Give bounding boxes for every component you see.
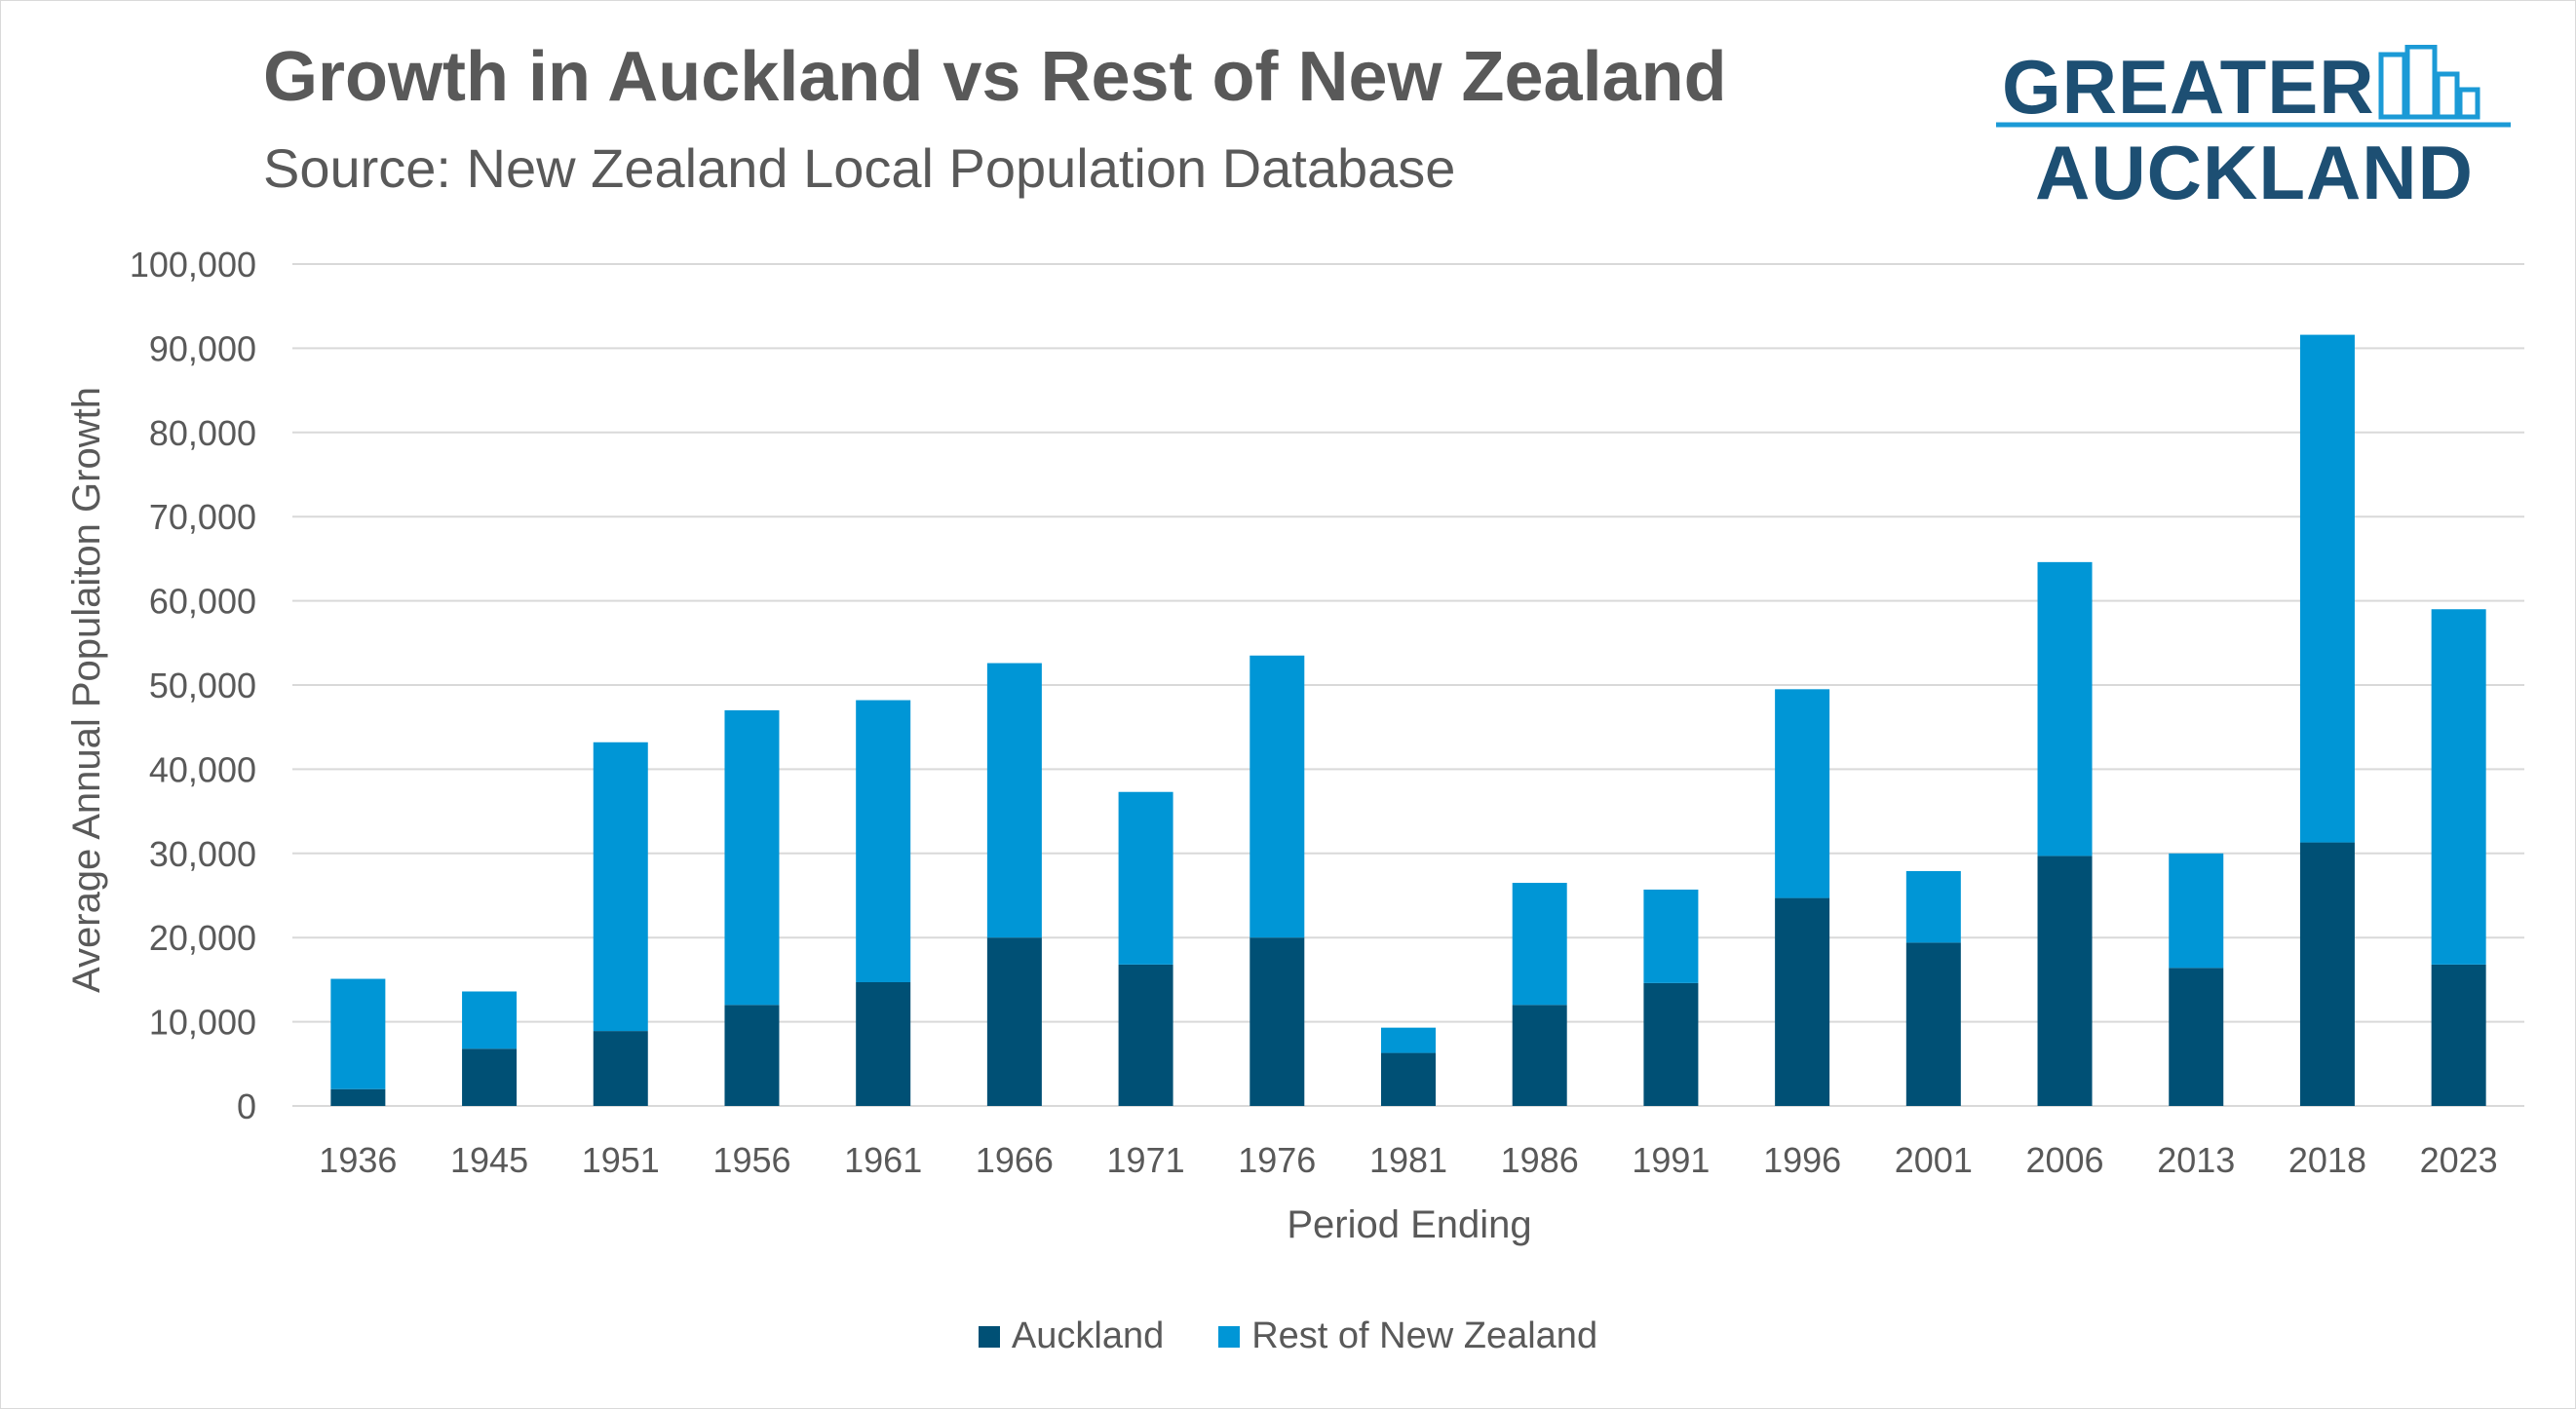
x-tick-label: 1981 [1369, 1140, 1447, 1180]
bar-auckland-1951 [593, 1031, 648, 1106]
bar-auckland-1936 [330, 1088, 386, 1106]
x-tick-label: 1971 [1107, 1140, 1185, 1180]
x-tick-label: 2018 [2288, 1140, 2366, 1180]
bar-rest-1966 [986, 663, 1042, 938]
bar-rest-2013 [2169, 853, 2224, 969]
bar-auckland-1945 [462, 1048, 518, 1106]
x-tick-label: 1976 [1238, 1140, 1316, 1180]
bar-rest-1976 [1250, 655, 1305, 938]
x-tick-label: 2023 [2420, 1140, 2498, 1180]
bar-rest-1945 [462, 991, 518, 1049]
bar-rest-1961 [856, 700, 911, 982]
y-tick-label: 100,000 [130, 245, 256, 285]
legend-label-auckland: Auckland [1011, 1315, 1165, 1356]
y-tick-label: 70,000 [149, 497, 256, 537]
y-tick-label: 0 [237, 1086, 256, 1126]
bar-rest-1971 [1118, 791, 1173, 965]
bar-rest-1951 [593, 742, 648, 1032]
skyline-icon [2378, 45, 2480, 120]
y-axis-label: Average Annual Populaiton Growth [65, 387, 108, 993]
bar-auckland-1961 [856, 981, 911, 1106]
bar-auckland-2018 [2299, 842, 2355, 1106]
legend-swatch-rest [1218, 1325, 1241, 1348]
x-tick-labels: 1936 1945 1951 1956 1961 1966 1971 1976 1981 1986… [319, 1140, 2497, 1180]
bar-auckland-2023 [2431, 964, 2486, 1106]
bar-rest-1991 [1643, 889, 1699, 983]
bar-rest-2006 [2037, 561, 2093, 857]
chart-title: Growth in Auckland vs Rest of New Zealan… [263, 38, 1727, 116]
bar-rest-2018 [2299, 334, 2355, 843]
bar-rest-1986 [1512, 883, 1567, 1006]
bar-auckland-2013 [2169, 968, 2224, 1106]
bar-auckland-1986 [1512, 1005, 1567, 1106]
bar-auckland-2001 [1905, 942, 1961, 1106]
bar-auckland-1981 [1381, 1052, 1436, 1106]
greater-auckland-logo: GREATER AUCKLAND [1996, 45, 2511, 210]
logo-line1: GREATER [2002, 45, 2375, 130]
bar-auckland-2006 [2037, 856, 2093, 1106]
y-tick-label: 80,000 [149, 413, 256, 453]
x-tick-label: 1956 [712, 1140, 790, 1180]
bar-auckland-1991 [1643, 982, 1699, 1106]
chart-subtitle: Source: New Zealand Local Population Dat… [263, 137, 1456, 199]
bar-auckland-1956 [724, 1005, 780, 1106]
bar-auckland-1996 [1775, 897, 1830, 1106]
y-tick-label: 60,000 [149, 582, 256, 622]
y-tick-label: 40,000 [149, 749, 256, 789]
legend: Auckland Rest of New Zealand [0, 1315, 2576, 1357]
bar-rest-1956 [724, 709, 780, 1006]
bar-auckland-1976 [1250, 937, 1305, 1106]
legend-item-rest: Rest of New Zealand [1218, 1315, 1597, 1357]
x-tick-label: 1996 [1763, 1140, 1841, 1180]
bar-rest-1981 [1381, 1027, 1436, 1053]
x-tick-label: 1961 [844, 1140, 922, 1180]
logo-line2: AUCKLAND [2035, 130, 2474, 210]
bar-rest-1996 [1775, 689, 1830, 898]
legend-item-auckland: Auckland [978, 1315, 1165, 1357]
x-axis-label: Period Ending [1287, 1203, 1531, 1246]
y-tick-labels: 0 10,000 20,000 30,000 40,000 50,000 60,000 70,… [130, 245, 256, 1126]
x-tick-label: 2001 [1895, 1140, 1973, 1180]
x-tick-label: 1991 [1632, 1140, 1710, 1180]
y-tick-label: 50,000 [149, 666, 256, 705]
x-tick-label: 1951 [582, 1140, 660, 1180]
legend-label-rest: Rest of New Zealand [1251, 1315, 1598, 1356]
legend-swatch-auckland [978, 1325, 1000, 1348]
y-tick-label: 10,000 [149, 1003, 256, 1043]
bars [330, 334, 2486, 1106]
bar-auckland-1971 [1118, 964, 1173, 1106]
x-tick-label: 2006 [2025, 1140, 2103, 1180]
x-tick-label: 1945 [450, 1140, 528, 1180]
bar-rest-2023 [2431, 609, 2486, 965]
x-tick-label: 1936 [319, 1140, 397, 1180]
bar-rest-1936 [330, 978, 386, 1089]
y-tick-label: 20,000 [149, 918, 256, 958]
y-tick-label: 90,000 [149, 328, 256, 368]
bar-auckland-1966 [986, 937, 1042, 1106]
bar-rest-2001 [1905, 870, 1961, 943]
x-tick-label: 2013 [2157, 1140, 2235, 1180]
y-tick-label: 30,000 [149, 834, 256, 874]
x-tick-label: 1966 [976, 1140, 1054, 1180]
x-tick-label: 1986 [1501, 1140, 1579, 1180]
